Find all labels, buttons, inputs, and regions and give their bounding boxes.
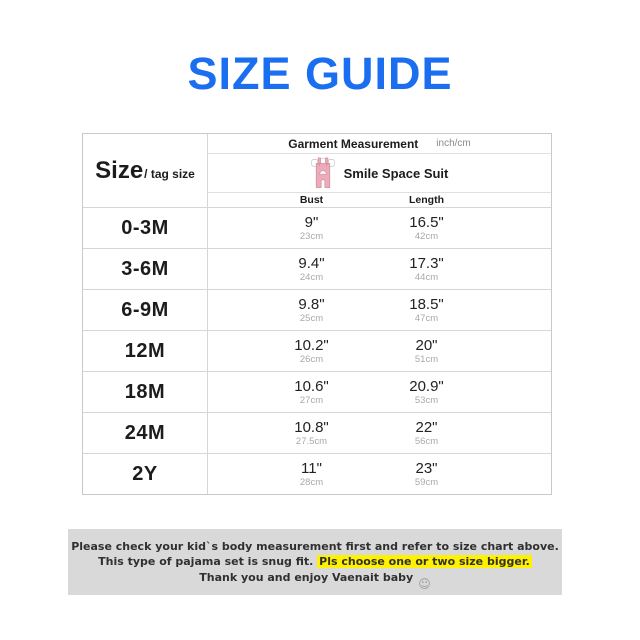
length-cm: 53cm: [414, 395, 439, 406]
product-header-row: Smile Space Suit: [208, 154, 551, 193]
column-labels-row: Bust Length: [208, 193, 551, 207]
bust-inch: 9": [304, 214, 319, 231]
bust-value: 10.6" 27cm: [254, 372, 369, 412]
bust-value: 9.4" 24cm: [254, 249, 369, 289]
pink-romper-icon: [310, 156, 335, 191]
length-cm: 51cm: [414, 354, 439, 365]
size-label: 2Y: [83, 454, 208, 494]
size-label: 12M: [83, 331, 208, 371]
length-inch: 16.5": [409, 214, 444, 231]
size-row: 18M 10.6" 27cm 20.9" 53cm: [83, 372, 551, 413]
size-row: 6-9M 9.8" 25cm 18.5" 47cm: [83, 290, 551, 331]
size-label: 6-9M: [83, 290, 208, 330]
bust-cm: 26cm: [299, 354, 324, 365]
unit-label: inch/cm: [436, 138, 471, 149]
table-header: Size / tag size Garment Measurement inch…: [83, 134, 551, 208]
size-row: 12M 10.2" 26cm 20" 51cm: [83, 331, 551, 372]
footer-note: Please check your kid`s body measurement…: [68, 529, 562, 595]
bust-cm: 25cm: [299, 313, 324, 324]
garment-measurement-row: Garment Measurement inch/cm: [208, 134, 551, 154]
bust-value: 9.8" 25cm: [254, 290, 369, 330]
length-inch: 17.3": [409, 255, 444, 272]
length-value: 16.5" 42cm: [369, 208, 484, 248]
product-name-label: Smile Space Suit: [343, 165, 449, 181]
length-inch: 22": [415, 419, 438, 436]
bust-cm: 24cm: [299, 272, 324, 283]
length-column-header: Length: [409, 194, 444, 206]
bust-value: 10.2" 26cm: [254, 331, 369, 371]
footer-line-2-normal: This type of pajama set is snug fit.: [98, 555, 318, 569]
footer-line-2: This type of pajama set is snug fit. Pls…: [98, 554, 532, 570]
size-row: 0-3M 9" 23cm 16.5" 42cm: [83, 208, 551, 249]
length-value: 17.3" 44cm: [369, 249, 484, 289]
bust-cm: 23cm: [299, 231, 324, 242]
bust-inch: 10.8": [294, 419, 329, 436]
bust-inch: 9.4": [298, 255, 325, 272]
bust-cm: 28cm: [299, 477, 324, 488]
length-cm: 47cm: [414, 313, 439, 324]
footer-line-1: Please check your kid`s body measurement…: [71, 539, 559, 553]
bust-inch: 10.6": [294, 378, 329, 395]
size-column-header: Size / tag size: [83, 134, 208, 207]
page-title: SIZE GUIDE: [187, 48, 453, 99]
length-value: 20.9" 53cm: [369, 372, 484, 412]
size-label: 0-3M: [83, 208, 208, 248]
bust-inch: 9.8": [298, 296, 325, 313]
length-inch: 20.9": [409, 378, 444, 395]
size-guide-table: Size / tag size Garment Measurement inch…: [82, 133, 552, 495]
bust-value: 10.8" 27.5cm: [254, 413, 369, 453]
length-value: 20" 51cm: [369, 331, 484, 371]
bust-inch: 11": [301, 460, 322, 477]
bust-cm: 27.5cm: [295, 436, 328, 447]
bust-value: 11" 28cm: [254, 454, 369, 494]
bust-value: 9" 23cm: [254, 208, 369, 248]
size-label: 18M: [83, 372, 208, 412]
tag-size-label: / tag size: [144, 166, 195, 181]
length-value: 23" 59cm: [369, 454, 484, 494]
size-row: 2Y 11" 28cm 23" 59cm: [83, 454, 551, 494]
size-row: 24M 10.8" 27.5cm 22" 56cm: [83, 413, 551, 454]
length-inch: 23": [415, 460, 438, 477]
length-value: 22" 56cm: [369, 413, 484, 453]
footer-line-3: Thank you and enjoy Vaenait baby ☺: [199, 570, 431, 591]
footer-highlight: Pls choose one or two size bigger.: [317, 555, 532, 569]
size-row: 3-6M 9.4" 24cm 17.3" 44cm: [83, 249, 551, 290]
length-inch: 20": [415, 337, 438, 354]
smiley-icon: ☺: [418, 576, 431, 591]
size-label: 24M: [83, 413, 208, 453]
bust-column-header: Bust: [299, 194, 324, 206]
length-cm: 59cm: [414, 477, 439, 488]
measurement-header-block: Garment Measurement inch/cm: [208, 134, 551, 207]
length-inch: 18.5": [409, 296, 444, 313]
length-value: 18.5" 47cm: [369, 290, 484, 330]
garment-measurement-label: Garment Measurement: [288, 136, 419, 151]
length-cm: 42cm: [414, 231, 439, 242]
length-cm: 44cm: [414, 272, 439, 283]
bust-inch: 10.2": [294, 337, 329, 354]
size-label: 3-6M: [83, 249, 208, 289]
size-header-label: Size: [95, 156, 144, 184]
length-cm: 56cm: [414, 436, 439, 447]
bust-cm: 27cm: [299, 395, 324, 406]
